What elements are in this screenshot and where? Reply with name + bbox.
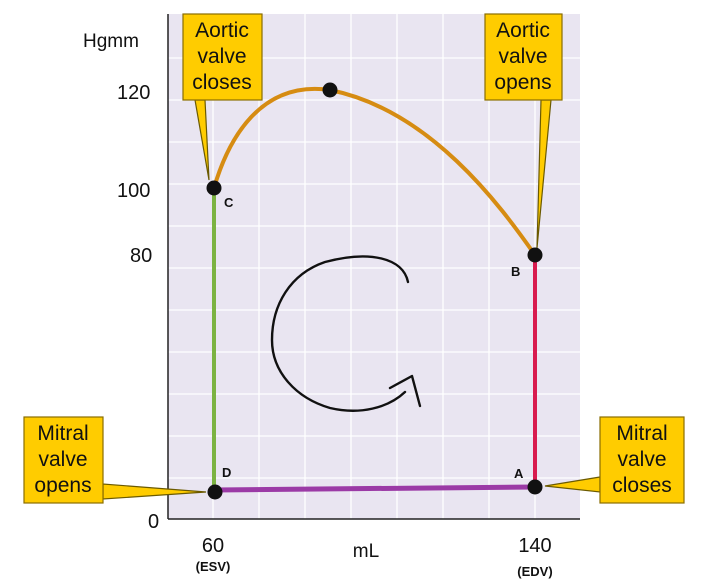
y-tick-label: 120 bbox=[117, 82, 150, 104]
svg-text:valve: valve bbox=[617, 448, 666, 471]
point-b-marker bbox=[527, 247, 543, 263]
callout-aortic-valve-opens: Aortic valve opens bbox=[484, 13, 563, 101]
svg-text:Mitral: Mitral bbox=[37, 422, 88, 445]
svg-text:closes: closes bbox=[192, 71, 252, 94]
cycle-direction-arrow bbox=[270, 255, 422, 412]
point-c-label: C bbox=[224, 195, 234, 210]
x-tick-label: 140 bbox=[518, 535, 551, 557]
svg-text:valve: valve bbox=[38, 448, 87, 471]
filling-segment bbox=[214, 484, 536, 493]
x-tick-label: 60 bbox=[202, 535, 224, 557]
svg-text:Aortic: Aortic bbox=[496, 19, 550, 42]
svg-text:Aortic: Aortic bbox=[195, 19, 249, 42]
point-d-label: D bbox=[222, 465, 231, 480]
callout-mitral-valve-closes: Mitral valve closes bbox=[599, 416, 685, 504]
svg-text:valve: valve bbox=[197, 45, 246, 68]
y-tick-label: 100 bbox=[117, 180, 150, 202]
y-tick-label: 0 bbox=[148, 511, 159, 533]
svg-text:Mitral: Mitral bbox=[616, 422, 667, 445]
x-tick-sublabel: (ESV) bbox=[196, 559, 231, 574]
x-tick-sublabel: (EDV) bbox=[517, 564, 552, 579]
y-axis-unit: Hgmm bbox=[83, 31, 139, 52]
svg-text:valve: valve bbox=[498, 45, 547, 68]
ejection-curve bbox=[212, 86, 537, 257]
point-a-label: A bbox=[514, 466, 524, 481]
point-c-marker bbox=[206, 180, 222, 196]
svg-text:closes: closes bbox=[612, 474, 672, 497]
y-tick-label: 80 bbox=[130, 245, 152, 267]
svg-text:opens: opens bbox=[494, 71, 551, 94]
callout-mitral-valve-opens: Mitral valve opens bbox=[23, 416, 104, 504]
svg-text:opens: opens bbox=[34, 474, 91, 497]
peak-pressure-marker bbox=[322, 82, 338, 98]
point-d-marker bbox=[207, 484, 223, 500]
point-a-marker bbox=[527, 479, 543, 495]
callout-aortic-valve-closes: Aortic valve closes bbox=[182, 13, 263, 101]
x-axis-unit: mL bbox=[353, 541, 379, 562]
point-b-label: B bbox=[511, 264, 520, 279]
